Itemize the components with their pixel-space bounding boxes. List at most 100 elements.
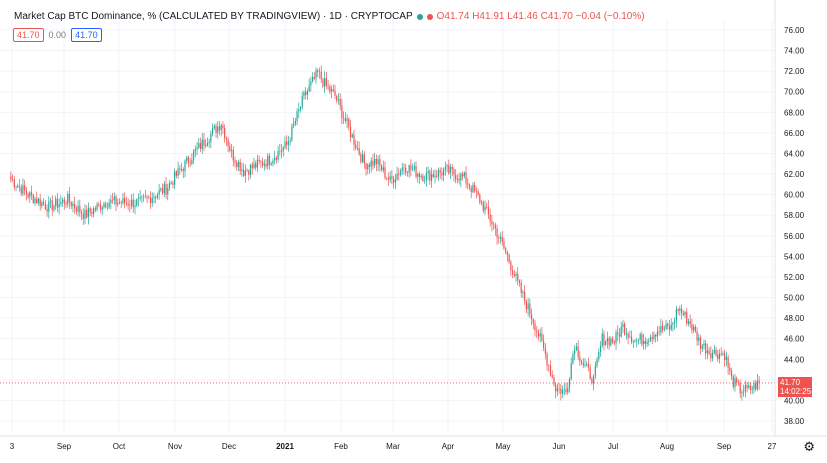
candle xyxy=(527,297,529,317)
candle xyxy=(411,163,414,172)
candle xyxy=(698,333,700,346)
candle xyxy=(194,145,196,157)
x-tick-label: Apr xyxy=(442,442,455,451)
candle xyxy=(391,169,393,185)
candle xyxy=(375,154,377,172)
candle xyxy=(461,171,464,181)
candle xyxy=(234,156,236,168)
candle xyxy=(263,159,265,171)
candle xyxy=(511,265,514,279)
candle xyxy=(505,246,507,255)
candle xyxy=(420,173,422,180)
candle xyxy=(724,349,726,367)
candle xyxy=(648,337,650,346)
candle xyxy=(313,72,315,81)
chart-title: Market Cap BTC Dominance, % (CALCULATED … xyxy=(14,11,413,22)
candle xyxy=(506,250,509,262)
candle xyxy=(129,199,131,213)
candle xyxy=(280,144,283,159)
candle xyxy=(137,193,140,207)
candle xyxy=(325,71,327,90)
candle xyxy=(294,117,296,127)
candle xyxy=(501,231,503,246)
candle xyxy=(574,345,576,361)
candle xyxy=(351,133,353,139)
candle xyxy=(337,92,340,105)
value-badge-left[interactable]: 41.70 xyxy=(13,28,44,42)
candle xyxy=(711,349,714,362)
candle xyxy=(346,114,348,129)
candle xyxy=(568,377,571,393)
value-badge-right[interactable]: 41.70 xyxy=(71,28,102,42)
candle xyxy=(318,67,321,79)
candle xyxy=(544,342,546,360)
candle xyxy=(156,192,159,200)
candle xyxy=(399,168,402,177)
candle xyxy=(89,206,91,217)
y-tick-label: 38.00 xyxy=(784,417,805,426)
candle xyxy=(620,321,622,338)
candle xyxy=(494,222,496,236)
candle xyxy=(536,326,538,339)
candle xyxy=(410,159,412,177)
candle xyxy=(39,194,41,211)
candle xyxy=(334,84,336,100)
candle xyxy=(743,384,745,397)
candle xyxy=(130,194,133,210)
candle xyxy=(729,362,731,375)
candle xyxy=(358,141,360,156)
candle xyxy=(110,195,112,210)
candle xyxy=(393,175,395,189)
candle xyxy=(174,168,176,190)
x-tick-label: Oct xyxy=(113,442,126,451)
candle xyxy=(20,184,22,197)
x-tick-label: Sep xyxy=(717,442,732,451)
candle xyxy=(739,379,741,399)
candle xyxy=(260,160,262,168)
candle xyxy=(718,349,721,364)
candle xyxy=(710,346,712,363)
x-tick-label: May xyxy=(495,442,510,451)
candle xyxy=(268,153,271,170)
candle xyxy=(213,124,215,130)
candle xyxy=(91,208,93,218)
candle xyxy=(60,195,62,207)
candle xyxy=(355,139,357,151)
candle xyxy=(372,154,374,170)
candle xyxy=(317,68,319,78)
candle xyxy=(699,335,702,355)
candle xyxy=(67,191,69,208)
candle xyxy=(261,157,264,169)
candle xyxy=(363,151,365,169)
settings-gear-icon[interactable]: ⚙ xyxy=(803,439,815,454)
candle xyxy=(703,339,705,350)
candle xyxy=(449,163,452,180)
candle xyxy=(324,71,326,93)
candle xyxy=(94,205,96,213)
candle xyxy=(205,138,207,149)
candle xyxy=(594,361,596,379)
candle xyxy=(187,155,190,168)
candle xyxy=(136,198,138,208)
candle xyxy=(232,146,234,167)
candle xyxy=(356,141,359,151)
x-tick-label: 2021 xyxy=(276,442,294,451)
candle xyxy=(348,117,350,131)
candle xyxy=(741,389,743,401)
candle xyxy=(405,164,407,176)
candle xyxy=(127,198,129,210)
candle xyxy=(151,192,153,207)
x-tick-label: Aug xyxy=(660,442,674,451)
candle xyxy=(99,200,102,213)
candle xyxy=(229,142,231,153)
candle xyxy=(582,358,584,369)
candle xyxy=(624,321,626,336)
grid-layer xyxy=(0,20,775,432)
candle xyxy=(708,347,710,356)
candle xyxy=(51,195,53,216)
y-tick-label: 40.00 xyxy=(784,396,805,405)
candle xyxy=(311,72,314,83)
candle xyxy=(672,321,674,332)
candle xyxy=(322,77,324,89)
candle xyxy=(496,224,498,245)
